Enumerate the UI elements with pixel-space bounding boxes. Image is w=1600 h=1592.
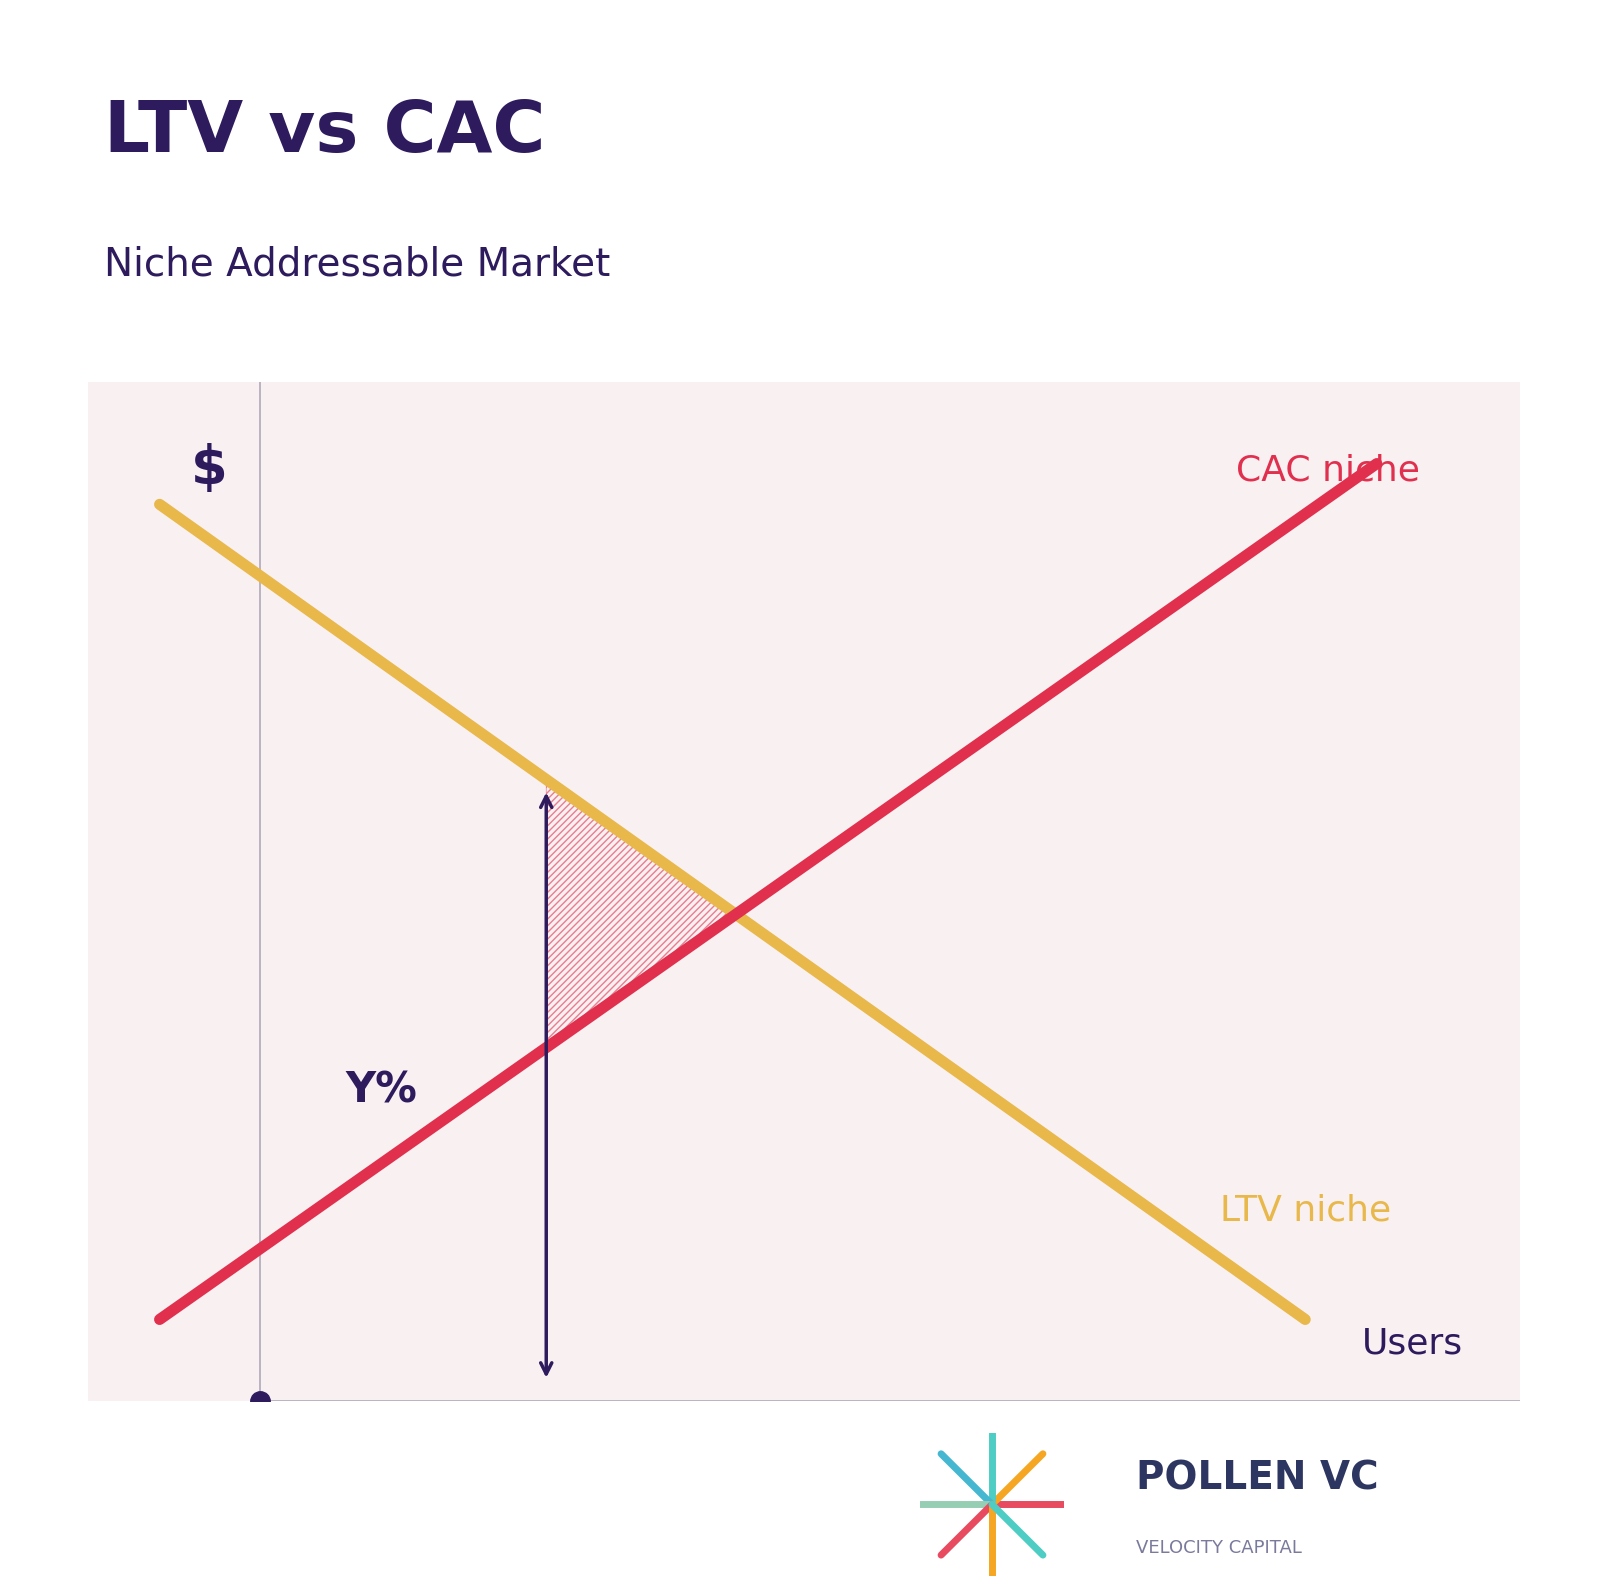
Text: LTV vs CAC: LTV vs CAC bbox=[104, 99, 546, 167]
Text: Y%: Y% bbox=[346, 1070, 418, 1111]
Text: POLLEN VC: POLLEN VC bbox=[1136, 1460, 1379, 1496]
Text: LTV niche: LTV niche bbox=[1219, 1194, 1390, 1227]
Text: CAC niche: CAC niche bbox=[1235, 454, 1419, 487]
Text: Niche Addressable Market: Niche Addressable Market bbox=[104, 245, 610, 283]
Text: Users: Users bbox=[1362, 1326, 1462, 1360]
Text: VELOCITY CAPITAL: VELOCITY CAPITAL bbox=[1136, 1539, 1302, 1557]
Text: $: $ bbox=[192, 443, 229, 495]
